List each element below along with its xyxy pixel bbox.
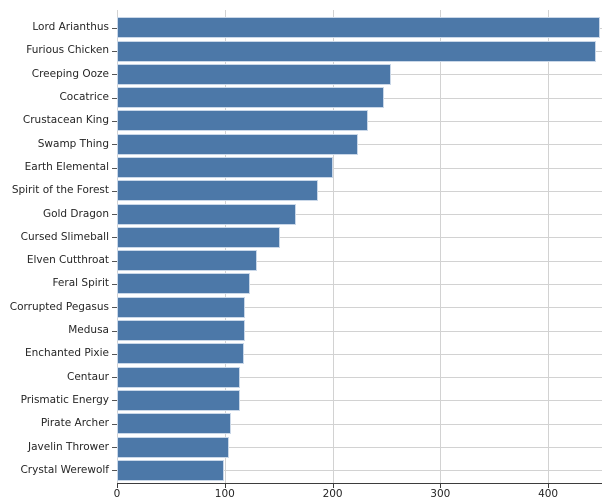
y-tick-mark	[112, 260, 117, 262]
y-tick-mark	[112, 50, 117, 52]
bar	[117, 366, 240, 388]
y-gridline	[117, 330, 602, 332]
x-tick-label: 100	[214, 488, 235, 500]
bar	[117, 320, 246, 342]
y-tick-label: Elven Cutthroat	[26, 254, 109, 267]
y-tick-label: Medusa	[68, 324, 109, 337]
bar	[117, 87, 385, 109]
y-tick-label: Furious Chicken	[26, 44, 109, 57]
y-gridline	[117, 190, 602, 192]
y-tick-mark	[112, 330, 117, 332]
bar	[117, 133, 359, 155]
y-tick-label: Enchanted Pixie	[25, 347, 109, 360]
bar	[117, 110, 369, 132]
bar	[117, 413, 232, 435]
y-tick-mark	[112, 307, 117, 309]
y-tick-label: Cocatrice	[59, 91, 109, 104]
x-axis-line	[117, 483, 602, 484]
y-tick-mark	[112, 237, 117, 239]
y-tick-label: Centaur	[67, 370, 109, 383]
bar	[117, 459, 224, 481]
x-gridline	[548, 10, 550, 483]
y-gridline	[117, 283, 602, 285]
y-gridline	[117, 400, 602, 402]
x-tick-label: 300	[430, 488, 451, 500]
x-tick-mark	[440, 484, 442, 488]
bar	[117, 203, 296, 225]
y-tick-mark	[112, 27, 117, 29]
bar	[117, 250, 258, 272]
y-gridline	[117, 307, 602, 309]
x-tick-mark	[548, 484, 550, 488]
bar	[117, 389, 240, 411]
y-tick-label: Corrupted Pegasus	[9, 300, 109, 313]
x-tick-mark	[224, 484, 226, 488]
y-tick-mark	[112, 470, 117, 472]
x-gridline	[332, 10, 334, 483]
y-tick-mark	[112, 144, 117, 146]
y-gridline	[117, 214, 602, 216]
x-tick-mark	[332, 484, 334, 488]
y-tick-label: Feral Spirit	[52, 277, 109, 290]
y-gridline	[117, 353, 602, 355]
bar	[117, 273, 250, 295]
y-tick-mark	[112, 423, 117, 425]
y-gridline	[117, 470, 602, 472]
bar	[117, 17, 600, 39]
y-tick-label: Javelin Thrower	[28, 440, 109, 453]
x-gridline	[440, 10, 442, 483]
y-tick-label: Gold Dragon	[42, 207, 109, 220]
y-gridline	[117, 423, 602, 425]
y-tick-mark	[112, 190, 117, 192]
y-tick-label: Cursed Slimeball	[20, 230, 109, 243]
y-tick-label: Crustacean King	[22, 114, 109, 127]
y-gridline	[117, 167, 602, 169]
y-tick-mark	[112, 97, 117, 99]
x-tick-label: 400	[538, 488, 559, 500]
y-gridline	[117, 377, 602, 379]
y-tick-label: Pirate Archer	[40, 417, 109, 430]
bar	[117, 40, 596, 62]
bar	[117, 296, 246, 318]
y-gridline	[117, 260, 602, 262]
x-tick-mark	[117, 484, 118, 488]
y-tick-mark	[112, 400, 117, 402]
y-tick-label: Swamp Thing	[37, 137, 109, 150]
y-tick-mark	[112, 447, 117, 449]
bar	[117, 436, 230, 458]
y-tick-label: Lord Arianthus	[32, 21, 109, 34]
x-tick-label: 200	[322, 488, 343, 500]
y-tick-label: Creeping Ooze	[31, 67, 109, 80]
bar	[117, 63, 391, 85]
plot-area	[117, 10, 602, 483]
bar	[117, 343, 245, 365]
y-tick-label: Crystal Werewolf	[20, 463, 109, 476]
y-gridline	[117, 237, 602, 239]
bar	[117, 157, 333, 178]
x-tick-label: 0	[113, 488, 121, 500]
y-tick-mark	[112, 283, 117, 285]
y-gridline	[117, 144, 602, 146]
y-tick-mark	[112, 377, 117, 379]
y-tick-mark	[112, 214, 117, 216]
bar	[117, 180, 318, 202]
y-tick-mark	[112, 353, 117, 355]
bar	[117, 226, 280, 248]
y-tick-label: Prismatic Energy	[20, 393, 109, 406]
y-tick-mark	[112, 167, 117, 169]
y-gridline	[117, 447, 602, 449]
y-tick-mark	[112, 120, 117, 122]
y-tick-label: Earth Elemental	[24, 161, 109, 173]
y-tick-label: Spirit of the Forest	[11, 184, 109, 197]
y-tick-mark	[112, 74, 117, 76]
